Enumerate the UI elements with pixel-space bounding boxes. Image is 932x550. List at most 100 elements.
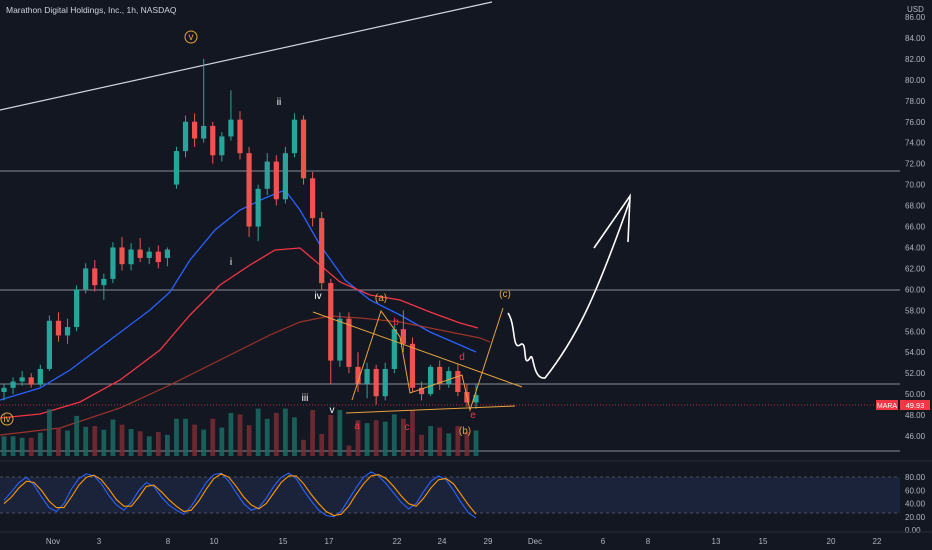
volume-bar xyxy=(174,418,179,456)
long-trendline xyxy=(0,1,493,111)
price-tick-label: 86.00 xyxy=(905,13,926,22)
candle-body xyxy=(310,178,316,219)
volume-bar xyxy=(419,434,424,456)
volume-bar xyxy=(137,431,143,456)
candle-body xyxy=(455,371,461,393)
price-tick-label: 74.00 xyxy=(905,139,926,148)
stochastic-rsi xyxy=(3,471,477,519)
volume-bar xyxy=(46,409,52,456)
oscillator-series-line xyxy=(3,473,477,517)
volume-bar xyxy=(37,432,43,456)
time-tick-label: 20 xyxy=(827,537,836,546)
abc-label: (a) xyxy=(375,293,387,304)
candle-body xyxy=(164,249,170,258)
candle-body xyxy=(282,153,288,200)
volume-bar xyxy=(56,427,61,456)
volume-bar xyxy=(455,426,461,456)
candle-body xyxy=(382,368,388,397)
candle-body xyxy=(37,368,43,385)
volume-bar xyxy=(1,436,7,456)
volume-bar xyxy=(355,420,361,456)
blue-moving-average xyxy=(0,189,477,401)
candle-body xyxy=(173,151,180,185)
wave-labels: v ii i iv iii v iv (a) (b) (c) a b c d e xyxy=(0,30,511,437)
candle-body xyxy=(182,121,189,152)
volume-bar xyxy=(310,410,316,456)
price-tick-label: 64.00 xyxy=(905,243,926,252)
price-tick-label: 82.00 xyxy=(905,55,926,64)
volume-bar xyxy=(183,418,188,456)
price-tick-label: 48.00 xyxy=(905,411,926,420)
time-tick-label: 13 xyxy=(712,537,721,546)
candle-body xyxy=(346,318,352,367)
time-axis[interactable]: Nov 3 8 10 15 17 22 24 29 Dec 6 8 13 15 20 22 xyxy=(46,537,882,546)
price-tick-label: 80.00 xyxy=(905,76,926,85)
oscillator-series-line xyxy=(3,471,477,519)
candle-body xyxy=(83,268,89,290)
abc-label: c xyxy=(405,422,410,433)
price-tick-label: 52.00 xyxy=(905,369,926,378)
brown-moving-average xyxy=(0,315,491,436)
abc-label: b xyxy=(393,317,399,328)
volume-bar xyxy=(28,437,34,456)
time-tick-label: 15 xyxy=(279,537,288,546)
oscillator-tick-label: 60.00 xyxy=(905,486,926,495)
volume-bar xyxy=(83,426,89,456)
volume-bar xyxy=(164,434,170,456)
candle-body xyxy=(355,366,361,384)
candle-body xyxy=(155,251,161,263)
abc-label: e xyxy=(470,410,476,421)
volume-bar xyxy=(337,410,343,456)
candle-body xyxy=(437,366,443,384)
candle-body xyxy=(409,343,416,388)
candle-body xyxy=(364,368,370,384)
abc-label: a xyxy=(354,421,360,432)
candle-body xyxy=(28,377,34,385)
price-tick-label: 46.00 xyxy=(905,432,926,441)
abc-label: (b) xyxy=(459,426,471,437)
oscillator-band xyxy=(0,477,900,513)
candle-body xyxy=(373,368,379,397)
abc-label: d xyxy=(459,352,465,363)
candle-body xyxy=(10,381,16,388)
candle-body xyxy=(19,377,25,382)
time-tick-label: Dec xyxy=(528,537,542,546)
volume-bar xyxy=(464,431,470,456)
volume-bar xyxy=(282,408,288,456)
time-tick-label: Nov xyxy=(46,537,60,546)
time-tick-label: 22 xyxy=(393,537,402,546)
candle-body xyxy=(74,289,80,328)
volume-bar xyxy=(74,415,80,456)
candle-body xyxy=(473,395,479,403)
candle-body xyxy=(391,329,397,369)
price-tick-label: 78.00 xyxy=(905,97,926,106)
volume-bar xyxy=(273,412,279,456)
candle-body xyxy=(210,125,216,156)
candle-body xyxy=(1,387,7,393)
candle-body xyxy=(55,320,62,336)
time-tick-label: 29 xyxy=(484,537,493,546)
abcde-wave-path xyxy=(351,307,504,412)
candle-body xyxy=(92,268,98,286)
price-tick-label: 76.00 xyxy=(905,118,926,127)
candle-body xyxy=(337,318,343,361)
triangle-lower-line xyxy=(345,405,516,414)
wave-label: iv xyxy=(3,414,10,425)
volume-bars xyxy=(1,408,479,456)
volume-bar xyxy=(346,445,352,456)
chart-title: Marathon Digital Holdings, Inc., 1h, NAS… xyxy=(6,5,177,15)
price-axis[interactable]: 46.00 48.00 50.00 52.00 54.00 56.00 58.00 60.00… xyxy=(905,13,926,441)
triangle-upper-line xyxy=(312,311,523,388)
volume-bar xyxy=(246,425,252,456)
volume-bar xyxy=(65,430,70,456)
candle-body xyxy=(119,247,125,265)
price-tick-label: 66.00 xyxy=(905,223,926,232)
oscillator-tick-label: 0.00 xyxy=(905,526,921,535)
time-tick-label: 15 xyxy=(759,537,768,546)
volume-bar xyxy=(328,415,334,456)
oscillator-axis: 0.00 20.00 40.00 60.00 80.00 xyxy=(905,473,926,535)
price-tick-label: 56.00 xyxy=(905,327,926,336)
currency-label: USD xyxy=(907,5,924,14)
oscillator-tick-label: 20.00 xyxy=(905,513,926,522)
